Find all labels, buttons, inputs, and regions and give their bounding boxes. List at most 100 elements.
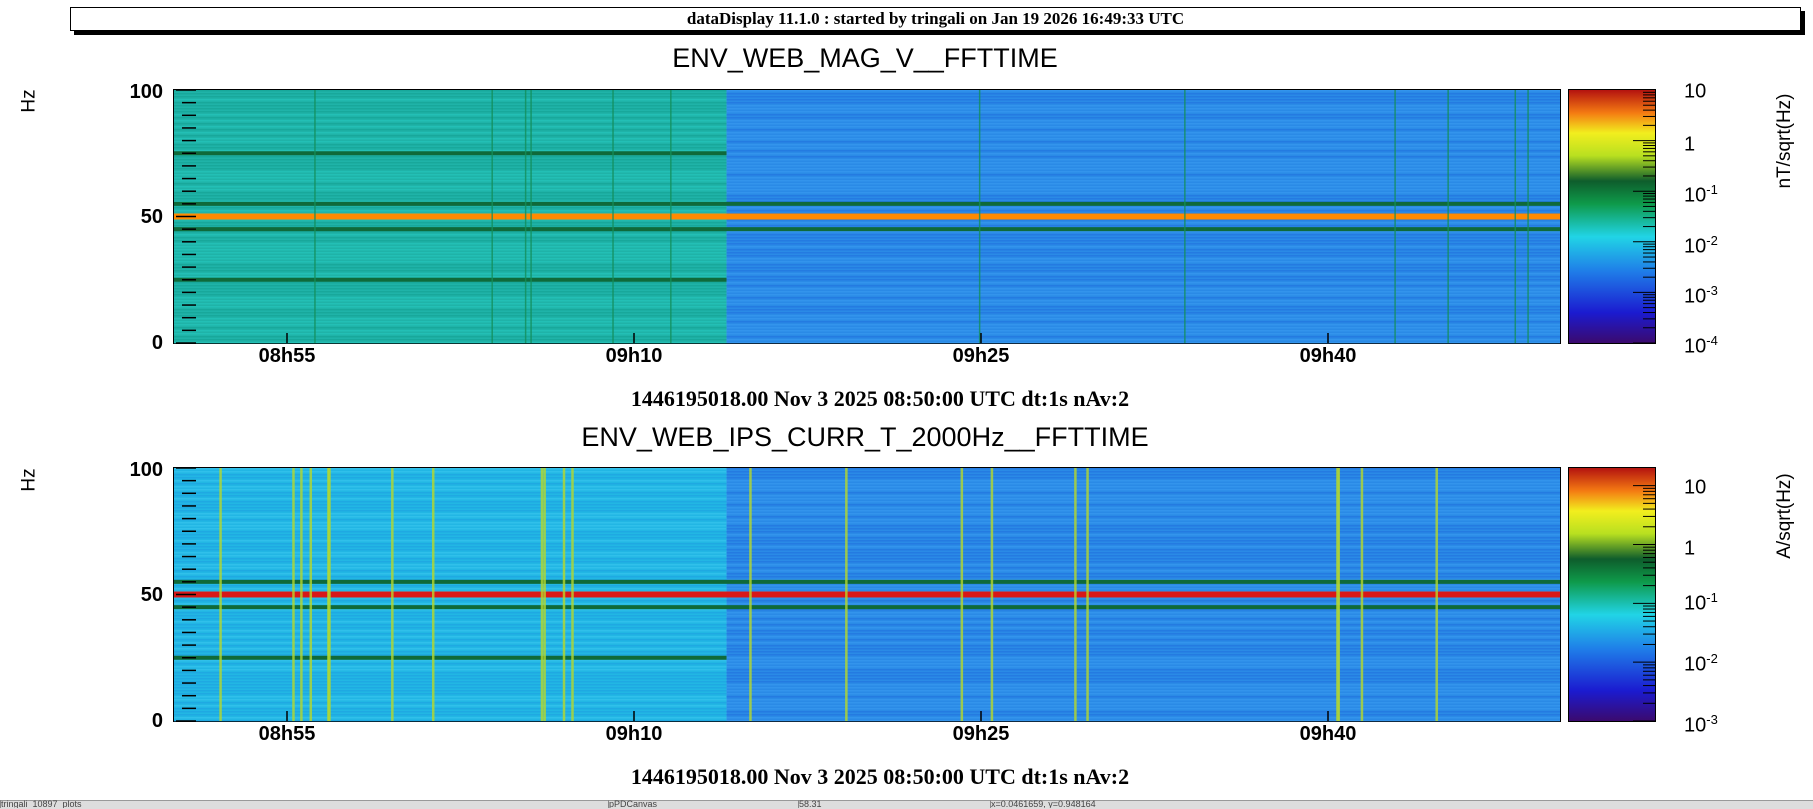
plot1-texture-early — [174, 132, 727, 134]
plot1-texture-late — [726, 210, 1560, 212]
status-field-coords: x=0.0461659, y=0.948164 — [990, 800, 1811, 808]
plot1-texture-early — [174, 120, 727, 122]
plot1-texture-late — [726, 312, 1560, 314]
plot2-texture-early — [174, 672, 727, 674]
plot2-texture-late — [726, 507, 1560, 509]
plot2-texture-early — [174, 645, 727, 647]
plot2-texture-early — [174, 495, 727, 497]
plot1-texture-late — [726, 144, 1560, 146]
plot2-texture-late — [726, 486, 1560, 488]
plot2-transient — [292, 468, 295, 721]
plot2-texture-early — [174, 690, 727, 692]
plot1-texture-late — [726, 303, 1560, 305]
plot2-texture-early — [174, 636, 727, 638]
plot1-transient — [612, 90, 614, 343]
plot2-texture-early — [174, 561, 727, 563]
plot2-texture-early — [174, 477, 727, 479]
plot2-transient — [1074, 468, 1077, 721]
plot1-texture-late — [726, 282, 1560, 284]
plot1-texture-early — [174, 306, 727, 308]
plot1-transient — [314, 90, 316, 343]
plot1-transient — [978, 90, 981, 343]
plot2-texture-early — [174, 660, 727, 662]
plot2-texture-late — [726, 618, 1560, 620]
plot2-ytick-50: 50 — [140, 584, 163, 606]
plot2-texture-late — [726, 615, 1560, 617]
plot1-line-25hz — [174, 277, 727, 282]
plot2-texture-late — [726, 528, 1560, 530]
plot2-texture-late — [726, 717, 1560, 719]
plot2-transient — [543, 468, 546, 721]
plot2-transient — [309, 468, 313, 721]
plot1-ytick-50: 50 — [140, 206, 163, 228]
plot2-texture-late — [726, 708, 1560, 710]
plot2-texture-early — [174, 612, 727, 614]
plot1-texture-early — [174, 327, 727, 329]
status-field-canvas: tringali_10897_plots — [0, 800, 606, 808]
plot2-texture-early — [174, 714, 727, 716]
plot2-line-25hz — [174, 655, 727, 660]
plot2-texture-late — [726, 516, 1560, 518]
plot1-texture-early — [174, 342, 727, 344]
plot2-texture-early — [174, 543, 727, 545]
plot2-texture-early — [174, 585, 727, 587]
plot2-texture-late — [726, 660, 1560, 662]
plot2-texture-late — [726, 678, 1560, 680]
plot2-transient — [219, 468, 222, 721]
plot2-texture-late — [726, 669, 1560, 671]
plot1-transient — [530, 90, 532, 343]
plot1-texture-early — [174, 258, 727, 260]
plot1-texture-early — [174, 231, 727, 233]
plot2-xtick-0: 08h55 — [258, 723, 316, 745]
plot1-texture-late — [726, 297, 1560, 299]
plot2-texture-late — [726, 612, 1560, 614]
plot2-texture-early — [174, 570, 727, 572]
plot2-texture-early — [174, 504, 727, 506]
plot2-texture-early — [174, 498, 727, 500]
plot1-texture-early — [174, 156, 727, 158]
plot1-texture-early — [174, 252, 727, 254]
plot2-texture-early — [174, 546, 727, 548]
plot1-texture-early — [174, 111, 727, 113]
plot1-ztick-3: 10-1 — [1684, 182, 1718, 207]
plot2-xtick-2: 09h25 — [952, 723, 1010, 745]
plot1-ytick-0: 0 — [151, 332, 163, 354]
plot1-texture-early — [174, 297, 727, 299]
plot2-texture-late — [726, 552, 1560, 554]
plot1-texture-late — [726, 327, 1560, 329]
plot1-texture-early — [174, 123, 727, 125]
plot2-texture-late — [726, 633, 1560, 635]
plot2-texture-early — [174, 600, 727, 602]
plot1-texture-early — [174, 174, 727, 176]
plot1-texture-late — [726, 225, 1560, 227]
plot2-texture-late — [726, 561, 1560, 563]
plot1-transient — [524, 90, 527, 343]
plot2-texture-late — [726, 558, 1560, 560]
plot1-texture-late — [726, 237, 1560, 239]
plot1-texture-early — [174, 150, 727, 152]
plot2-texture-late — [726, 585, 1560, 587]
plot2-texture-early — [174, 630, 727, 632]
plot1-texture-early — [174, 99, 727, 101]
plot1-texture-early — [174, 339, 727, 341]
plot1-texture-early — [174, 165, 727, 167]
plot1-texture-early — [174, 192, 727, 194]
plot2-texture-late — [726, 603, 1560, 605]
plot2-texture-early — [174, 699, 727, 701]
plot2-line-50hz — [174, 591, 1560, 598]
plot1-texture-early — [174, 96, 727, 98]
plot1-texture-early — [174, 291, 727, 293]
plot2-texture-early — [174, 567, 727, 569]
plot2-texture-early — [174, 519, 727, 521]
plot1-transient — [670, 90, 672, 343]
plot1-ztick-1: 10-3 — [1684, 283, 1718, 308]
plot1-texture-early — [174, 90, 727, 92]
plot1-transient — [1514, 90, 1517, 343]
plot2-texture-early — [174, 516, 727, 518]
plot1-texture-early — [174, 201, 727, 203]
plot2-texture-early — [174, 654, 727, 656]
plot2-texture-late — [726, 549, 1560, 551]
plot2-transient — [562, 468, 566, 721]
plot2-texture-early — [174, 696, 727, 698]
plot2-texture-late — [726, 627, 1560, 629]
